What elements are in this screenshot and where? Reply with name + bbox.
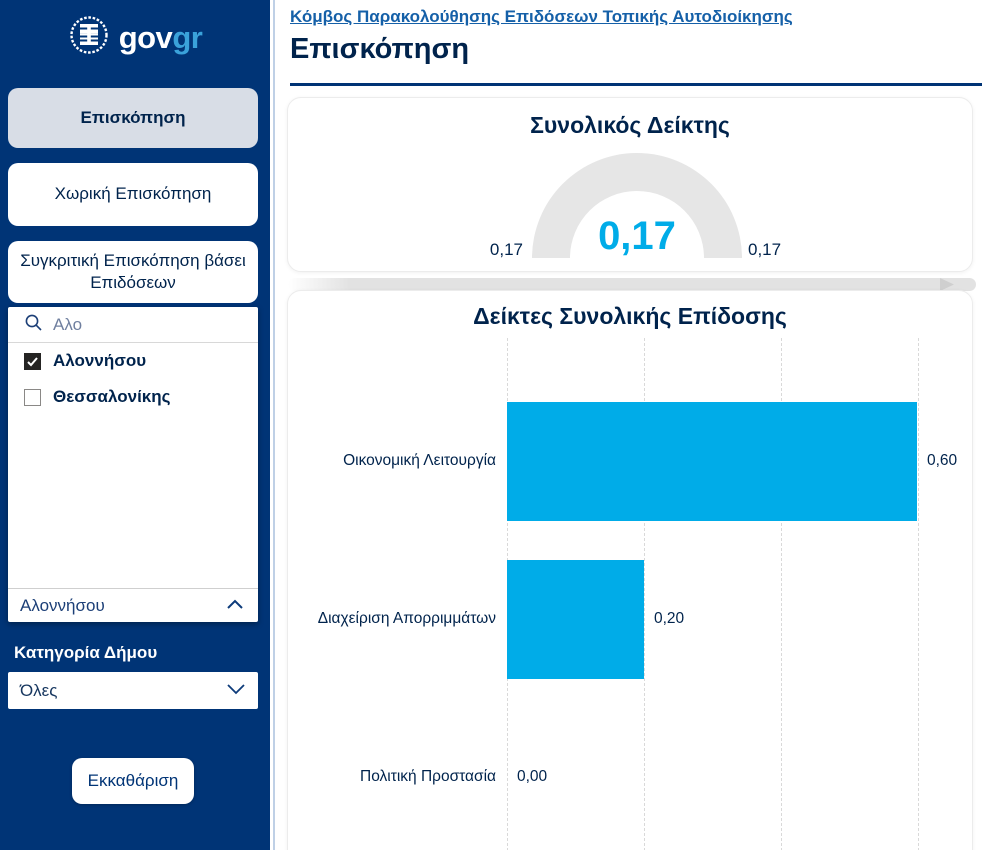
- main-content: Κόμβος Παρακολούθησης Επιδόσεων Τοπικής …: [270, 0, 982, 850]
- page-title: Επισκόπηση: [290, 33, 470, 65]
- bar-row-civil-protection: Πολιτική Προστασία 0,00: [288, 698, 974, 850]
- option-label: Αλοννήσου: [53, 351, 147, 370]
- greek-emblem-icon: [68, 12, 110, 63]
- category-filter-label: Κατηγορία Δήμου: [14, 643, 158, 662]
- nav-label: Επισκόπηση: [80, 107, 186, 127]
- logo-wordmark: govgr: [118, 19, 203, 55]
- bar-economic-operation[interactable]: [507, 401, 917, 521]
- horizontal-scrollbar[interactable]: [288, 278, 976, 291]
- slicer-option-thessalonikis[interactable]: Θεσσαλονίκης: [8, 379, 258, 415]
- checkbox-unchecked-icon[interactable]: [24, 388, 41, 406]
- breadcrumb-home-link[interactable]: Κόμβος Παρακολούθησης Επιδόσεων Τοπικής …: [290, 7, 793, 26]
- gauge-value: 0,17: [598, 214, 676, 258]
- gauge-max-label: 0,17: [748, 240, 782, 259]
- gridline: [781, 338, 782, 850]
- sidebar-item-comparative-overview[interactable]: Συγκριτική Επισκόπηση βάσει Επιδόσεων: [8, 241, 258, 303]
- sidebar-item-spatial-overview[interactable]: Χωρική Επισκόπηση: [8, 163, 258, 226]
- bar-zone: 0,60: [507, 382, 974, 540]
- chevron-up-icon: [226, 597, 244, 615]
- nav-label: Συγκριτική Επισκόπηση βάσει Επιδόσεων: [20, 250, 246, 292]
- bar-zone: 0,20: [507, 540, 974, 698]
- govgr-logo: govgr: [0, 12, 270, 63]
- content-left-border: [273, 0, 275, 850]
- search-icon: [24, 313, 43, 337]
- municipality-slicer-header[interactable]: Αλοννήσου: [8, 588, 258, 622]
- total-index-gauge-card: Συνολικός Δείκτης 0,17 0,17 0,17: [287, 97, 973, 272]
- slicer-option-alonnisou[interactable]: Αλοννήσου: [8, 343, 258, 379]
- bar-category-label: Πολιτική Προστασία: [360, 768, 496, 785]
- bar-value-label: 0,20: [654, 610, 685, 627]
- gauge-card-title: Συνολικός Δείκτης: [530, 112, 730, 138]
- bar-rows: Οικονομική Λειτουργία 0,60 Διαχείριση Απ…: [288, 338, 974, 850]
- gridline: [918, 338, 919, 850]
- slicer-selected-value: Αλοννήσου: [20, 595, 105, 615]
- sidebar: govgr Επισκόπηση Χωρική Επισκόπηση Συγκρ…: [0, 0, 270, 850]
- category-select[interactable]: Όλες: [8, 672, 258, 709]
- chevron-down-icon: [226, 682, 246, 700]
- nav-label: Χωρική Επισκόπηση: [54, 184, 212, 204]
- bar-row-waste-management: Διαχείριση Απορριμμάτων 0,20: [288, 540, 974, 698]
- sidebar-item-overview[interactable]: Επισκόπηση: [8, 88, 258, 148]
- bar-value-label: 0,60: [927, 452, 958, 469]
- title-divider: [290, 83, 982, 86]
- performance-indicators-bar-card: Δείκτες Συνολικής Επίδοσης Οικονομική Λε…: [287, 290, 973, 850]
- gauge-min-label: 0,17: [489, 240, 523, 259]
- checkbox-checked-icon[interactable]: [24, 352, 41, 370]
- bar-zone: 0,00: [507, 698, 974, 850]
- bar-category-label: Διαχείριση Απορριμμάτων: [317, 610, 496, 627]
- bar-waste-management[interactable]: [507, 559, 644, 679]
- option-label: Θεσσαλονίκης: [53, 387, 171, 406]
- bar-chart-plot-area: Οικονομική Λειτουργία 0,60 Διαχείριση Απ…: [288, 338, 974, 850]
- bar-category-label: Οικονομική Λειτουργία: [343, 452, 496, 469]
- bar-row-economic-operation: Οικονομική Λειτουργία 0,60: [288, 382, 974, 540]
- category-selected-value: Όλες: [20, 680, 58, 700]
- slicer-search-input[interactable]: [53, 314, 223, 335]
- clear-filters-button[interactable]: Εκκαθάριση: [72, 758, 194, 804]
- gridline: [644, 338, 645, 850]
- slicer-search-row: [8, 307, 258, 343]
- bar-value-label: 0,00: [517, 768, 548, 785]
- municipality-slicer-dropdown: Αλοννήσου Θεσσαλονίκης Αλοννήσου: [8, 307, 258, 622]
- bar-card-title: Δείκτες Συνολικής Επίδοσης: [473, 303, 787, 329]
